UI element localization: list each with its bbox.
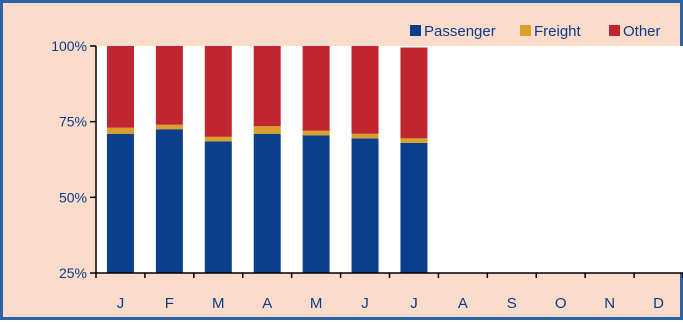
x-tick-label-11: D <box>653 295 664 312</box>
x-tick-label-5: J <box>361 295 369 312</box>
x-tick-label-3: A <box>262 295 272 312</box>
plot-area <box>96 46 683 273</box>
bar-freight-4 <box>302 130 330 136</box>
bar-freight-3 <box>253 126 281 134</box>
legend-swatch-freight <box>520 25 531 36</box>
x-tick-label-7: A <box>458 295 468 312</box>
x-tick-label-4: M <box>310 295 323 312</box>
x-tick-label-9: O <box>555 295 567 312</box>
bar-other-6 <box>400 47 428 139</box>
legend-label-freight: Freight <box>534 23 582 40</box>
legend-swatch-other <box>609 25 620 36</box>
x-tick-label-10: N <box>604 295 615 312</box>
x-tick-label-6: J <box>410 295 418 312</box>
bar-freight-1 <box>155 124 183 130</box>
bar-passenger-1 <box>155 129 183 273</box>
bar-freight-6 <box>400 138 428 143</box>
bar-other-4 <box>302 46 330 131</box>
bar-passenger-5 <box>351 138 379 273</box>
y-tick-label-1: 50% <box>59 189 87 205</box>
x-tick-label-1: F <box>165 295 174 312</box>
bar-other-0 <box>106 46 134 128</box>
bar-passenger-0 <box>106 133 134 273</box>
bar-passenger-2 <box>204 141 232 273</box>
x-tick-label-2: M <box>212 295 225 312</box>
y-tick-label-0: 25% <box>59 265 87 281</box>
bar-other-2 <box>204 46 232 137</box>
bar-passenger-4 <box>302 135 330 273</box>
bar-freight-0 <box>106 127 134 134</box>
bar-freight-2 <box>204 136 232 142</box>
bar-other-3 <box>253 46 281 127</box>
x-tick-label-0: J <box>117 295 125 312</box>
bar-other-1 <box>155 46 183 125</box>
y-tick-label-3: 100% <box>51 38 87 54</box>
legend-swatch-passenger <box>410 25 421 36</box>
bar-passenger-6 <box>400 142 428 273</box>
legend-label-passenger: Passenger <box>424 23 496 40</box>
x-tick-label-8: S <box>507 295 517 312</box>
chart-svg: 25% 50% 75% 100% J F M A M J J A S O N D Passenger Freigh… <box>51 23 683 312</box>
bar-passenger-3 <box>253 133 281 273</box>
y-tick-label-2: 75% <box>59 114 87 130</box>
bar-freight-5 <box>351 133 379 139</box>
bar-other-5 <box>351 46 379 134</box>
legend-label-other: Other <box>623 23 661 40</box>
